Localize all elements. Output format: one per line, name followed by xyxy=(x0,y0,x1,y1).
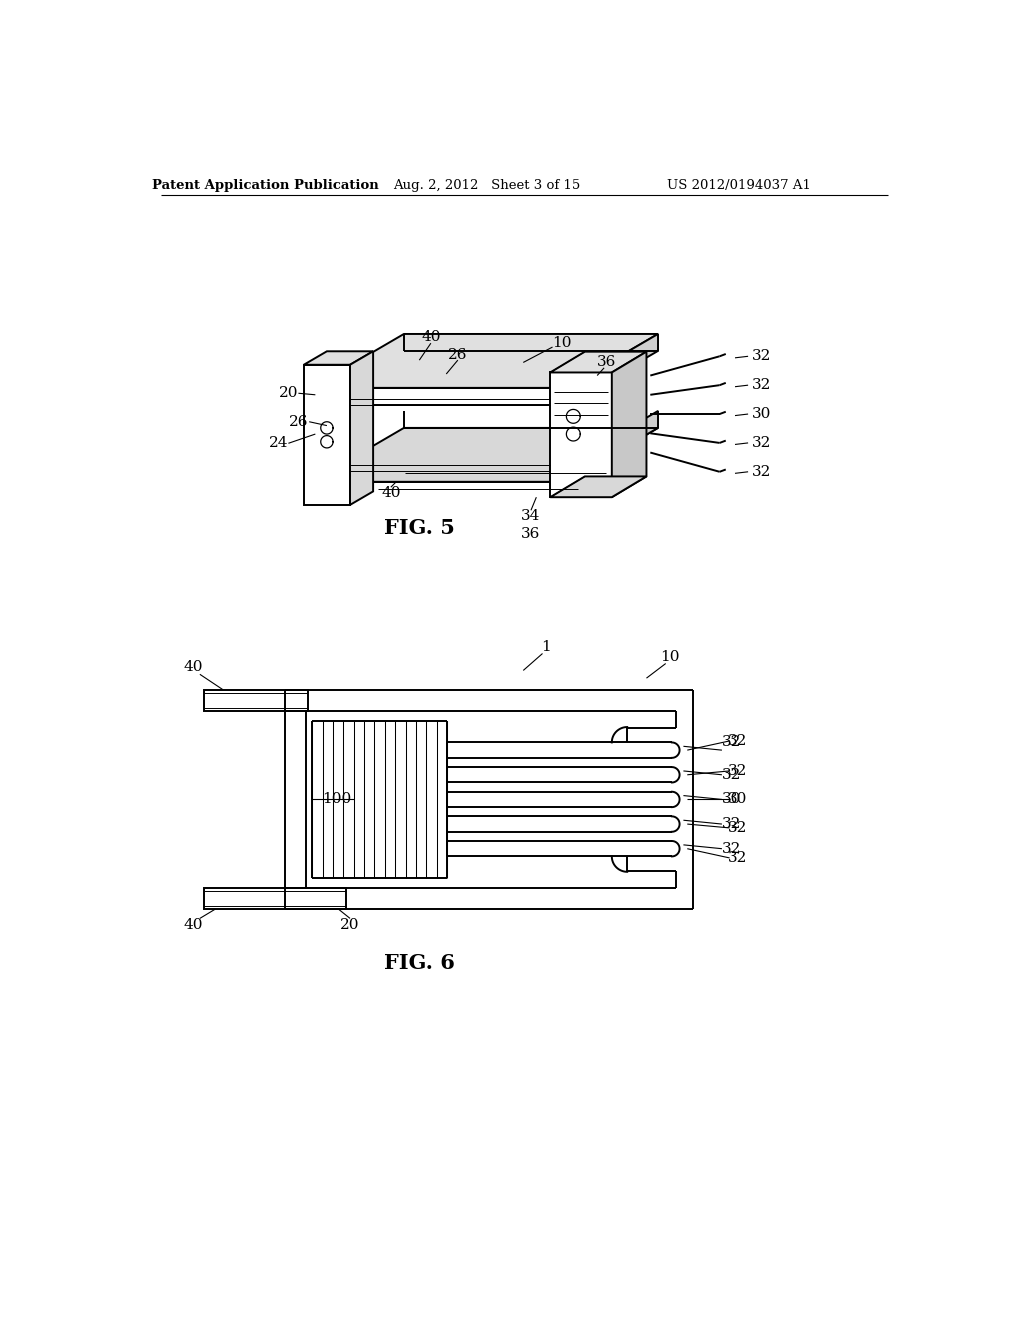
Text: 32: 32 xyxy=(753,436,772,450)
Polygon shape xyxy=(311,465,565,482)
Polygon shape xyxy=(565,411,658,482)
Text: 40: 40 xyxy=(421,330,440,345)
Polygon shape xyxy=(311,334,658,388)
Polygon shape xyxy=(304,364,350,506)
Text: 32: 32 xyxy=(722,735,740,750)
Text: 32: 32 xyxy=(722,768,740,781)
Text: Aug. 2, 2012   Sheet 3 of 15: Aug. 2, 2012 Sheet 3 of 15 xyxy=(392,180,580,193)
Text: 32: 32 xyxy=(722,842,740,855)
Text: 32: 32 xyxy=(753,350,772,363)
Text: 30: 30 xyxy=(753,407,772,421)
Polygon shape xyxy=(550,477,646,498)
Polygon shape xyxy=(311,428,658,482)
Text: 36: 36 xyxy=(521,527,541,541)
Text: 10: 10 xyxy=(659,651,679,664)
Text: US 2012/0194037 A1: US 2012/0194037 A1 xyxy=(667,180,811,193)
Text: 30: 30 xyxy=(722,792,740,807)
Text: 24: 24 xyxy=(268,437,288,450)
Text: 100: 100 xyxy=(323,792,351,807)
Text: 32: 32 xyxy=(728,851,746,865)
Polygon shape xyxy=(304,351,373,364)
Text: Patent Application Publication: Patent Application Publication xyxy=(152,180,379,193)
Polygon shape xyxy=(565,334,658,405)
Text: 32: 32 xyxy=(728,734,746,748)
Polygon shape xyxy=(550,351,646,372)
Text: 20: 20 xyxy=(279,387,298,400)
Text: 26: 26 xyxy=(289,414,308,429)
Text: 34: 34 xyxy=(521,510,541,524)
Polygon shape xyxy=(204,689,307,711)
Polygon shape xyxy=(204,887,346,909)
Polygon shape xyxy=(350,351,373,506)
Text: 30: 30 xyxy=(728,792,746,807)
Text: FIG. 6: FIG. 6 xyxy=(384,953,455,973)
Text: 32: 32 xyxy=(753,465,772,479)
Text: 40: 40 xyxy=(184,917,204,932)
Text: 32: 32 xyxy=(722,817,740,832)
Text: 32: 32 xyxy=(728,764,746,777)
Polygon shape xyxy=(550,372,611,498)
Text: 20: 20 xyxy=(340,917,359,932)
Text: 26: 26 xyxy=(449,347,468,362)
Text: 32: 32 xyxy=(728,821,746,836)
Text: 32: 32 xyxy=(753,378,772,392)
Text: 1: 1 xyxy=(542,640,551,655)
Text: 36: 36 xyxy=(597,355,616,370)
Polygon shape xyxy=(611,351,646,498)
Text: FIG. 5: FIG. 5 xyxy=(384,517,455,539)
Text: 40: 40 xyxy=(184,660,204,673)
Text: 40: 40 xyxy=(381,486,400,500)
Text: 10: 10 xyxy=(552,337,571,350)
Polygon shape xyxy=(311,388,565,405)
